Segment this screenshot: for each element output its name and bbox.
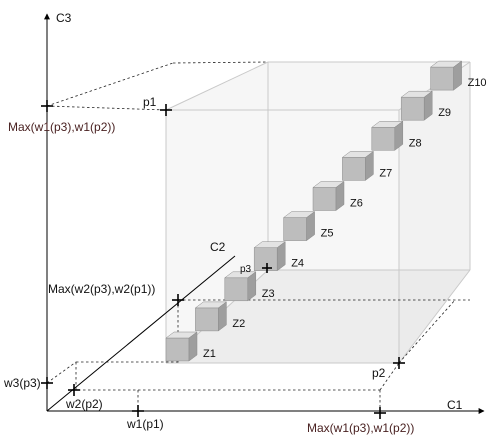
z-cube-staircase: Z1 Z2 Z3 Z4 Z5 Z6 Z7 Z8 Z9 Z10 xyxy=(165,60,487,362)
cube-z7: Z7 xyxy=(341,150,392,181)
p2-label: p2 xyxy=(372,366,386,380)
p3-label: p3 xyxy=(240,264,252,275)
c1-max-marker xyxy=(374,407,386,419)
axes xyxy=(44,13,485,414)
w1-marker xyxy=(132,405,144,417)
cube-z3: Z3 xyxy=(224,271,275,302)
cube-label-z1: Z1 xyxy=(203,348,216,360)
c2-axis xyxy=(46,255,236,412)
cube-label-z4: Z4 xyxy=(291,258,304,270)
markers xyxy=(41,100,405,419)
w1-label: w1(p1) xyxy=(126,417,164,431)
cube-label-z7: Z7 xyxy=(379,167,392,179)
cube-label-z2: Z2 xyxy=(232,318,245,330)
p1-label: p1 xyxy=(143,95,157,109)
cube-z2: Z2 xyxy=(194,301,245,332)
c2-max-marker xyxy=(172,294,184,306)
c2-axis-label: C2 xyxy=(210,240,226,254)
w2-marker xyxy=(68,384,80,396)
w3-marker xyxy=(41,377,53,389)
w3-label: w3(p3) xyxy=(3,376,41,390)
cube-label-z10: Z10 xyxy=(468,77,487,89)
cube-label-z3: Z3 xyxy=(262,288,275,300)
cube-z1: Z1 xyxy=(165,331,216,362)
c2-max-label: Max(w2(p3),w2(p1)) xyxy=(48,282,155,296)
cube-z4: Z4 xyxy=(253,241,304,272)
projection-lines xyxy=(46,61,470,413)
cube-z5: Z5 xyxy=(282,211,334,242)
cube-label-z6: Z6 xyxy=(350,198,363,210)
c3-axis-label: C3 xyxy=(56,11,72,25)
p3-marker xyxy=(262,263,272,273)
cube-z8: Z8 xyxy=(371,120,422,151)
cube-label-z5: Z5 xyxy=(321,228,334,240)
cube-label-z9: Z9 xyxy=(438,107,451,119)
p2-marker xyxy=(393,357,405,369)
c1-axis-label: C1 xyxy=(447,398,463,412)
c3-max-label: Max(w1(p3),w1(p2)) xyxy=(8,120,115,134)
w2-label: w2(p2) xyxy=(65,397,103,411)
cube-z10: Z10 xyxy=(429,60,487,91)
c3-max-marker xyxy=(41,100,53,112)
c1-max-label: Max(w1(p3),w1(p2)) xyxy=(307,421,414,435)
cube-label-z8: Z8 xyxy=(409,137,422,149)
cube-z9: Z9 xyxy=(400,90,451,121)
p1-marker xyxy=(160,104,172,116)
cube-z6: Z6 xyxy=(312,181,363,211)
